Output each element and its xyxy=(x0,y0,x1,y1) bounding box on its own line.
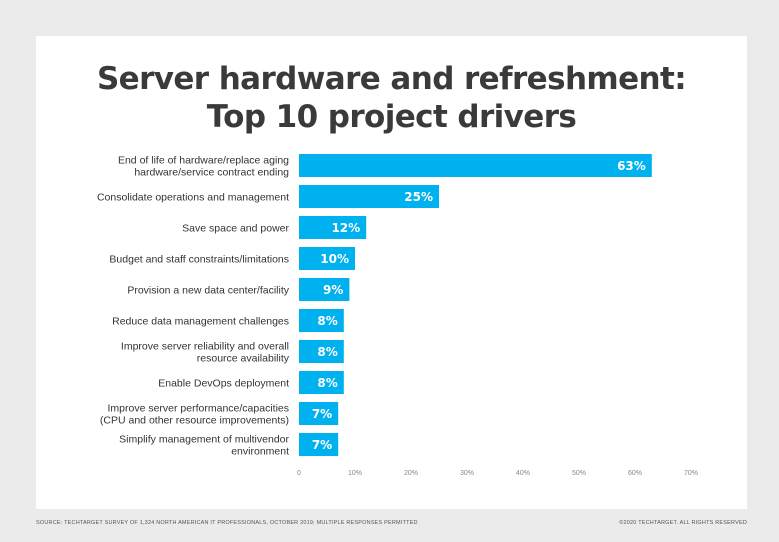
bar-value-label: 7% xyxy=(312,438,332,452)
copyright-note: ©2020 TECHTARGET. ALL RIGHTS RESERVED xyxy=(619,520,747,526)
bar xyxy=(299,402,339,425)
x-tick-label: 50% xyxy=(572,470,586,477)
x-tick-label: 0 xyxy=(297,470,301,477)
category-label: resource availability xyxy=(197,353,290,365)
x-tick-label: 60% xyxy=(628,470,642,477)
bar-value-label: 25% xyxy=(404,190,433,204)
category-label: Reduce data management challenges xyxy=(112,316,289,328)
source-note: SOURCE: TECHTARGET SURVEY OF 1,324 NORTH… xyxy=(36,520,418,526)
category-label: Save space and power xyxy=(182,223,289,235)
x-tick-label: 30% xyxy=(460,470,474,477)
bar xyxy=(299,247,355,270)
x-tick-label: 40% xyxy=(516,470,530,477)
bar-value-label: 8% xyxy=(317,314,337,328)
category-label: Simplify management of multivendor xyxy=(119,434,289,446)
category-label: Enable DevOps deployment xyxy=(158,378,289,390)
x-tick-label: 10% xyxy=(348,470,362,477)
bar-value-label: 8% xyxy=(317,345,337,359)
category-label: Consolidate operations and management xyxy=(97,192,289,204)
bar xyxy=(299,278,350,301)
bar xyxy=(299,371,344,394)
bar xyxy=(299,433,339,456)
category-label: hardware/service contract ending xyxy=(134,167,289,179)
bar-value-label: 10% xyxy=(320,252,349,266)
chart-card xyxy=(36,36,747,509)
bar xyxy=(299,154,652,177)
category-label: End of life of hardware/replace aging xyxy=(118,155,289,167)
bar xyxy=(299,185,439,208)
bar-value-label: 7% xyxy=(312,407,332,421)
category-label: Improve server reliability and overall xyxy=(121,341,289,353)
bar-value-label: 63% xyxy=(617,159,646,173)
bar-value-label: 12% xyxy=(331,221,360,235)
chart-title-line-1: Server hardware and refreshment: xyxy=(96,61,687,97)
category-label: Budget and staff constraints/limitations xyxy=(109,254,289,266)
category-label: (CPU and other resource improvements) xyxy=(100,415,289,427)
chart-title-line-2: Top 10 project drivers xyxy=(206,99,577,135)
bar xyxy=(299,340,344,363)
x-tick-label: 70% xyxy=(684,470,698,477)
bar-value-label: 8% xyxy=(317,376,337,390)
x-tick-label: 20% xyxy=(404,470,418,477)
category-label: environment xyxy=(231,446,289,458)
bar xyxy=(299,309,344,332)
category-label: Provision a new data center/facility xyxy=(127,285,289,297)
bar xyxy=(299,216,367,239)
category-label: Improve server performance/capacities xyxy=(108,403,290,415)
bar-value-label: 9% xyxy=(323,283,343,297)
